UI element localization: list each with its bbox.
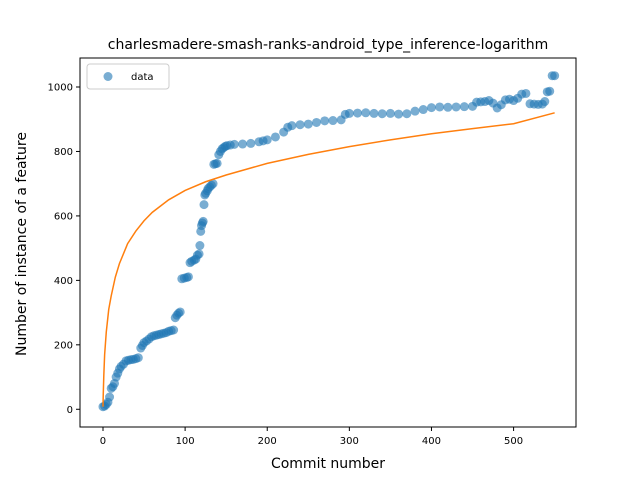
data-point bbox=[377, 109, 387, 119]
y-axis-ticks: 0 200 400 600 800 1000 bbox=[48, 83, 80, 416]
data-point bbox=[521, 88, 531, 98]
legend-frame bbox=[86, 63, 170, 90]
data-point bbox=[545, 86, 555, 96]
chart-title: charlesmadere-smash-ranks-android_type_i… bbox=[108, 37, 549, 53]
data-point bbox=[133, 353, 143, 363]
x-tick-label: 0 bbox=[100, 436, 106, 447]
y-tick-label: 0 bbox=[67, 405, 73, 416]
data-point bbox=[369, 108, 379, 118]
x-axis-label: Commit number bbox=[271, 456, 385, 472]
data-point bbox=[344, 108, 354, 118]
data-point bbox=[435, 102, 445, 112]
y-tick-label: 600 bbox=[54, 211, 73, 222]
data-point bbox=[287, 121, 297, 131]
data-point bbox=[295, 120, 305, 130]
legend-marker-data bbox=[103, 72, 113, 81]
data-point bbox=[328, 116, 338, 126]
data-point bbox=[303, 119, 313, 129]
data-point bbox=[402, 109, 412, 119]
data-point bbox=[426, 103, 436, 113]
data-point bbox=[459, 102, 469, 112]
x-tick-label: 400 bbox=[422, 436, 441, 447]
y-tick-label: 1000 bbox=[48, 83, 73, 94]
data-point bbox=[262, 135, 272, 145]
axes-frame bbox=[79, 57, 577, 428]
y-tick-label: 200 bbox=[54, 340, 73, 351]
data-point bbox=[418, 105, 428, 115]
legend: data bbox=[86, 63, 170, 90]
data-point bbox=[199, 200, 209, 210]
data-point bbox=[353, 108, 363, 118]
data-point bbox=[385, 108, 395, 118]
data-point bbox=[208, 179, 218, 189]
data-point bbox=[443, 102, 453, 112]
data-point bbox=[451, 102, 461, 112]
y-tick-label: 400 bbox=[54, 276, 73, 287]
data-point bbox=[540, 97, 550, 107]
data-point bbox=[169, 325, 179, 335]
fit-line bbox=[102, 112, 555, 407]
data-point bbox=[105, 392, 115, 402]
data-point bbox=[361, 108, 371, 118]
x-axis-ticks: 0 100 200 300 400 500 bbox=[100, 427, 523, 447]
x-tick-label: 100 bbox=[176, 436, 195, 447]
data-point bbox=[238, 139, 248, 149]
x-tick-label: 500 bbox=[504, 436, 523, 447]
data-point bbox=[270, 132, 280, 142]
x-tick-label: 200 bbox=[258, 436, 277, 447]
data-point bbox=[195, 241, 205, 251]
data-point bbox=[410, 106, 420, 116]
y-tick-label: 800 bbox=[54, 147, 73, 158]
plot-area bbox=[79, 57, 577, 428]
data-point bbox=[183, 272, 193, 282]
data-point bbox=[246, 138, 256, 148]
data-point bbox=[394, 109, 404, 119]
data-point bbox=[212, 158, 222, 168]
data-point bbox=[194, 249, 204, 259]
legend-label-data: data bbox=[131, 72, 154, 83]
data-point bbox=[312, 117, 321, 127]
y-axis-label: Number of instance of a feature bbox=[14, 132, 30, 356]
data-point bbox=[550, 71, 560, 81]
data-point bbox=[198, 216, 208, 226]
data-point bbox=[175, 307, 185, 317]
data-point bbox=[320, 116, 330, 126]
x-tick-label: 300 bbox=[340, 436, 359, 447]
data-point bbox=[229, 139, 239, 149]
